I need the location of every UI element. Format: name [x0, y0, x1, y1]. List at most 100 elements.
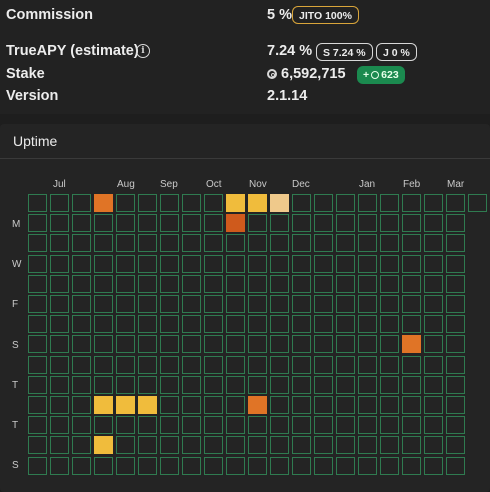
uptime-cell[interactable]: [94, 194, 113, 212]
uptime-cell[interactable]: [138, 254, 157, 273]
uptime-cell[interactable]: [204, 396, 223, 414]
uptime-cell[interactable]: [138, 274, 157, 293]
uptime-cell[interactable]: [50, 396, 69, 414]
uptime-cell[interactable]: [94, 436, 113, 455]
uptime-cell[interactable]: [204, 315, 223, 334]
uptime-cell[interactable]: [380, 234, 399, 253]
uptime-cell[interactable]: [402, 274, 421, 293]
uptime-cell[interactable]: [358, 254, 377, 273]
uptime-cell[interactable]: [50, 234, 69, 253]
uptime-cell[interactable]: [160, 315, 179, 334]
uptime-cell[interactable]: [226, 295, 245, 313]
uptime-cell[interactable]: [204, 295, 223, 313]
uptime-cell[interactable]: [380, 436, 399, 455]
uptime-cell[interactable]: [402, 416, 421, 435]
uptime-cell[interactable]: [380, 335, 399, 354]
uptime-cell[interactable]: [270, 456, 289, 475]
uptime-cell[interactable]: [380, 194, 399, 212]
uptime-cell[interactable]: [94, 274, 113, 293]
uptime-cell[interactable]: [160, 456, 179, 475]
uptime-cell[interactable]: [358, 355, 377, 374]
uptime-cell[interactable]: [358, 416, 377, 435]
uptime-cell[interactable]: [138, 436, 157, 455]
uptime-cell[interactable]: [314, 234, 333, 253]
uptime-cell[interactable]: [28, 436, 47, 455]
uptime-cell[interactable]: [116, 416, 135, 435]
uptime-cell[interactable]: [94, 214, 113, 233]
uptime-cell[interactable]: [160, 436, 179, 455]
uptime-cell[interactable]: [402, 436, 421, 455]
uptime-cell[interactable]: [72, 416, 91, 435]
uptime-cell[interactable]: [72, 274, 91, 293]
uptime-cell[interactable]: [336, 416, 355, 435]
uptime-cell[interactable]: [270, 375, 289, 394]
uptime-cell[interactable]: [314, 436, 333, 455]
uptime-cell[interactable]: [28, 335, 47, 354]
uptime-cell[interactable]: [182, 416, 201, 435]
uptime-cell[interactable]: [116, 194, 135, 212]
uptime-cell[interactable]: [160, 396, 179, 414]
uptime-cell[interactable]: [204, 214, 223, 233]
uptime-cell[interactable]: [72, 456, 91, 475]
uptime-cell[interactable]: [204, 416, 223, 435]
uptime-cell[interactable]: [50, 274, 69, 293]
uptime-cell[interactable]: [94, 254, 113, 273]
uptime-cell[interactable]: [138, 234, 157, 253]
uptime-cell[interactable]: [28, 315, 47, 334]
uptime-cell[interactable]: [94, 355, 113, 374]
uptime-cell[interactable]: [160, 274, 179, 293]
uptime-cell[interactable]: [138, 355, 157, 374]
uptime-cell[interactable]: [28, 355, 47, 374]
uptime-cell[interactable]: [292, 254, 311, 273]
uptime-cell[interactable]: [270, 436, 289, 455]
uptime-cell[interactable]: [160, 375, 179, 394]
uptime-cell[interactable]: [94, 456, 113, 475]
uptime-cell[interactable]: [446, 416, 465, 435]
uptime-cell[interactable]: [292, 214, 311, 233]
uptime-cell[interactable]: [336, 355, 355, 374]
uptime-cell[interactable]: [204, 375, 223, 394]
uptime-cell[interactable]: [446, 254, 465, 273]
uptime-cell[interactable]: [402, 194, 421, 212]
uptime-cell[interactable]: [182, 254, 201, 273]
uptime-cell[interactable]: [380, 274, 399, 293]
uptime-cell[interactable]: [248, 355, 267, 374]
uptime-cell[interactable]: [182, 436, 201, 455]
uptime-cell[interactable]: [314, 214, 333, 233]
uptime-cell[interactable]: [424, 295, 443, 313]
uptime-cell[interactable]: [248, 436, 267, 455]
uptime-cell[interactable]: [226, 396, 245, 414]
uptime-cell[interactable]: [424, 456, 443, 475]
uptime-cell[interactable]: [138, 315, 157, 334]
uptime-cell[interactable]: [336, 335, 355, 354]
uptime-cell[interactable]: [358, 295, 377, 313]
uptime-cell[interactable]: [424, 274, 443, 293]
uptime-cell[interactable]: [270, 274, 289, 293]
uptime-cell[interactable]: [226, 194, 245, 212]
uptime-cell[interactable]: [446, 274, 465, 293]
uptime-cell[interactable]: [28, 456, 47, 475]
uptime-cell[interactable]: [138, 335, 157, 354]
uptime-cell[interactable]: [182, 456, 201, 475]
uptime-cell[interactable]: [94, 234, 113, 253]
uptime-cell[interactable]: [248, 416, 267, 435]
uptime-cell[interactable]: [402, 234, 421, 253]
uptime-cell[interactable]: [446, 456, 465, 475]
uptime-cell[interactable]: [270, 214, 289, 233]
uptime-cell[interactable]: [28, 375, 47, 394]
uptime-cell[interactable]: [402, 355, 421, 374]
uptime-cell[interactable]: [336, 315, 355, 334]
uptime-cell[interactable]: [424, 416, 443, 435]
info-icon[interactable]: i: [136, 44, 150, 58]
uptime-cell[interactable]: [204, 274, 223, 293]
uptime-cell[interactable]: [226, 335, 245, 354]
uptime-cell[interactable]: [380, 214, 399, 233]
uptime-cell[interactable]: [182, 335, 201, 354]
uptime-cell[interactable]: [314, 416, 333, 435]
uptime-cell[interactable]: [314, 274, 333, 293]
uptime-cell[interactable]: [50, 295, 69, 313]
uptime-cell[interactable]: [292, 396, 311, 414]
uptime-cell[interactable]: [138, 396, 157, 414]
uptime-cell[interactable]: [292, 456, 311, 475]
uptime-cell[interactable]: [72, 355, 91, 374]
